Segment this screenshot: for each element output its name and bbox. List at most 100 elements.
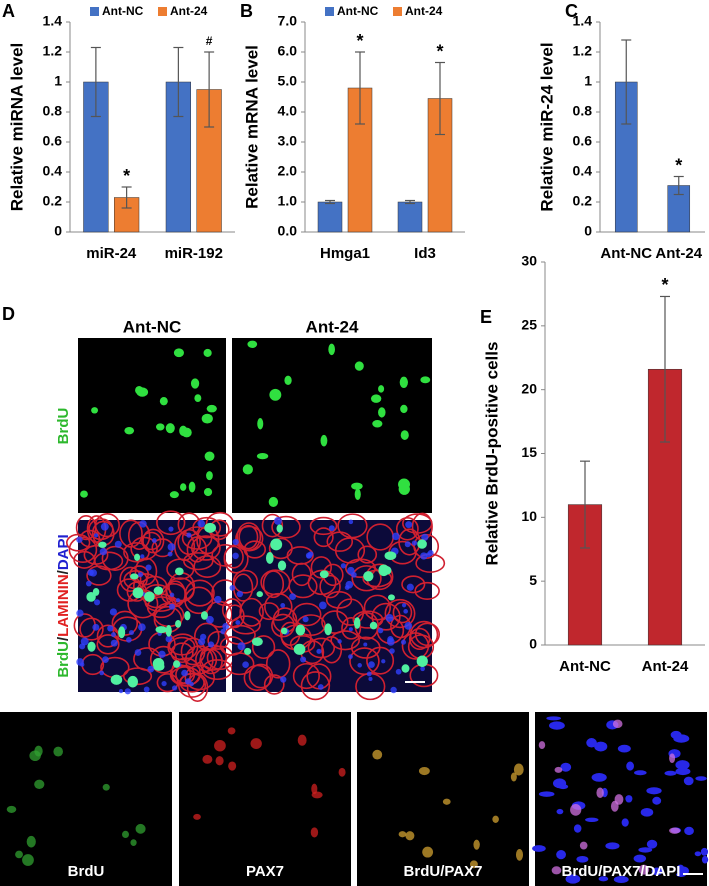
- cell: [257, 418, 264, 430]
- y-tick-label: 10: [521, 508, 537, 524]
- cell: [118, 626, 126, 639]
- fiber: [357, 545, 378, 564]
- nucleus: [363, 642, 368, 647]
- x-tick-label: Id3: [414, 245, 436, 262]
- y-tick-label: 0.6: [43, 133, 63, 149]
- y-tick-label: 25: [521, 317, 537, 333]
- cell: [175, 620, 182, 628]
- nucleus: [186, 532, 192, 538]
- nucleus: [421, 533, 429, 541]
- cell: [265, 552, 274, 564]
- fiber: [371, 602, 401, 631]
- fiber: [330, 630, 360, 651]
- y-tick-label: 0.4: [573, 163, 593, 179]
- cell: [554, 766, 563, 773]
- row-label: BrdU: [55, 408, 72, 445]
- nucleus: [126, 637, 132, 643]
- cell: [175, 567, 184, 576]
- fiber: [292, 602, 322, 627]
- fiber: [195, 647, 218, 673]
- nucleus: [347, 566, 355, 575]
- fiber: [414, 622, 440, 647]
- error-bar: [435, 61, 445, 136]
- fiber: [119, 566, 142, 592]
- y-tick-label: 1.2: [573, 43, 593, 59]
- cell: [159, 396, 168, 406]
- nucleus: [232, 538, 239, 546]
- cell: [276, 524, 283, 533]
- nucleus: [538, 791, 555, 797]
- nucleus: [93, 533, 99, 538]
- error-bar: [621, 39, 632, 125]
- micrograph: [78, 338, 226, 513]
- nucleus: [114, 540, 122, 548]
- micrograph: [66, 510, 239, 702]
- cell: [153, 586, 164, 595]
- cell: [363, 571, 374, 582]
- legend-label: Ant-NC: [102, 4, 144, 18]
- cell: [203, 348, 212, 357]
- cell: [203, 488, 213, 497]
- label-part: /: [55, 569, 72, 574]
- legend-label: Ant-NC: [337, 4, 379, 18]
- y-tick-label: 5.0: [278, 73, 298, 89]
- nucleus: [140, 554, 145, 559]
- y-tick-label: 30: [521, 253, 537, 269]
- fiber: [186, 536, 207, 563]
- fiber: [193, 622, 220, 651]
- y-tick-label: 1: [54, 73, 62, 89]
- cell: [280, 627, 288, 635]
- fiber: [190, 535, 221, 561]
- micrograph-bg: [78, 338, 226, 513]
- nucleus: [406, 583, 414, 591]
- image-label: PAX7: [246, 863, 284, 880]
- cell: [473, 839, 480, 850]
- fiber: [248, 663, 274, 689]
- nucleus: [169, 592, 175, 598]
- nucleus: [675, 767, 691, 776]
- nucleus: [158, 650, 166, 658]
- nucleus: [368, 661, 375, 668]
- cell: [420, 376, 431, 384]
- nucleus: [560, 762, 572, 772]
- y-tick-label: 1.0: [278, 193, 298, 209]
- nucleus: [87, 569, 94, 576]
- nucleus: [236, 590, 244, 598]
- cell: [134, 553, 141, 561]
- x-tick-label: Ant-NC: [600, 245, 652, 262]
- image-label: BrdU/PAX7: [404, 863, 483, 880]
- nucleus: [138, 623, 146, 631]
- fiber: [68, 536, 98, 564]
- y-tick-label: 2.0: [278, 163, 298, 179]
- nucleus: [646, 787, 662, 795]
- bar: [317, 201, 343, 233]
- cell: [579, 841, 588, 850]
- fiber: [184, 645, 214, 675]
- x-tick-label: miR-24: [86, 245, 137, 262]
- panel-letter: D: [2, 304, 15, 324]
- fiber: [401, 575, 426, 594]
- fiber: [79, 617, 104, 641]
- cell: [400, 430, 409, 440]
- nucleus: [197, 519, 206, 528]
- nucleus: [385, 613, 394, 622]
- cell: [242, 464, 253, 475]
- error-bar: [673, 175, 684, 196]
- fiber: [236, 522, 262, 552]
- cell: [570, 804, 582, 816]
- cell: [311, 783, 318, 795]
- nucleus: [638, 847, 653, 853]
- fiber: [414, 581, 440, 600]
- nucleus: [348, 519, 354, 525]
- nucleus: [229, 585, 236, 591]
- nucleus: [237, 642, 246, 651]
- cell: [130, 573, 139, 580]
- cell: [551, 866, 562, 875]
- cell: [256, 453, 269, 460]
- nucleus: [319, 601, 327, 610]
- cell: [244, 647, 252, 655]
- error-bar: [580, 460, 590, 549]
- cell: [180, 483, 187, 491]
- nucleus: [613, 876, 629, 883]
- cell: [193, 813, 201, 820]
